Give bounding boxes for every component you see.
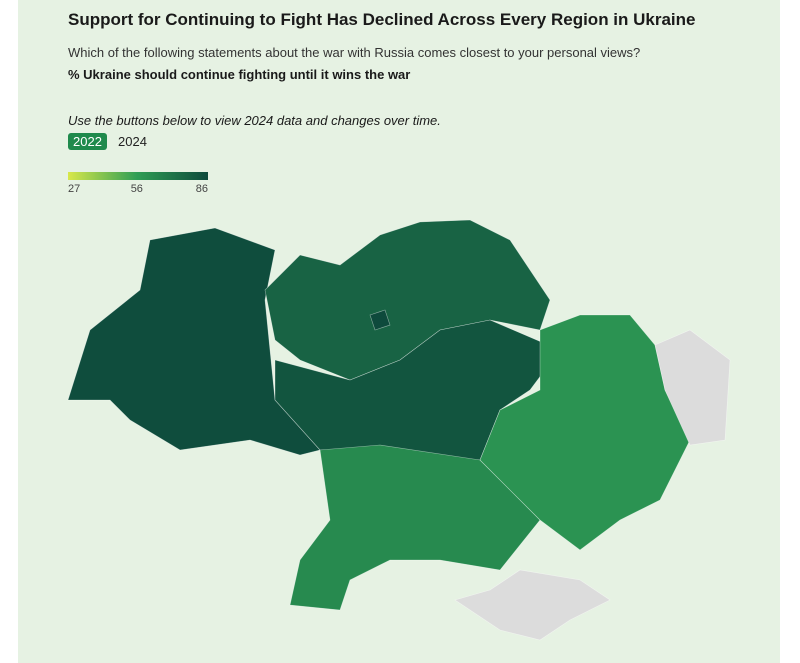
title: Support for Continuing to Fight Has Decl… bbox=[68, 10, 696, 29]
measure: % Ukraine should continue fighting until… bbox=[68, 67, 411, 82]
legend-bar bbox=[68, 172, 208, 180]
region bbox=[264, 219, 551, 381]
legend-tick-label: 27 bbox=[68, 183, 80, 195]
region bbox=[654, 329, 731, 446]
instruction: Use the buttons below to view 2024 data … bbox=[68, 113, 441, 128]
question: Which of the following statements about … bbox=[68, 45, 641, 60]
legend-tick-label: 56 bbox=[131, 183, 143, 195]
year-button[interactable]: 2022 bbox=[68, 133, 107, 150]
region bbox=[369, 309, 391, 331]
year-button[interactable]: 2024 bbox=[118, 134, 147, 149]
legend-tick-label: 86 bbox=[196, 183, 208, 195]
region bbox=[454, 569, 611, 641]
